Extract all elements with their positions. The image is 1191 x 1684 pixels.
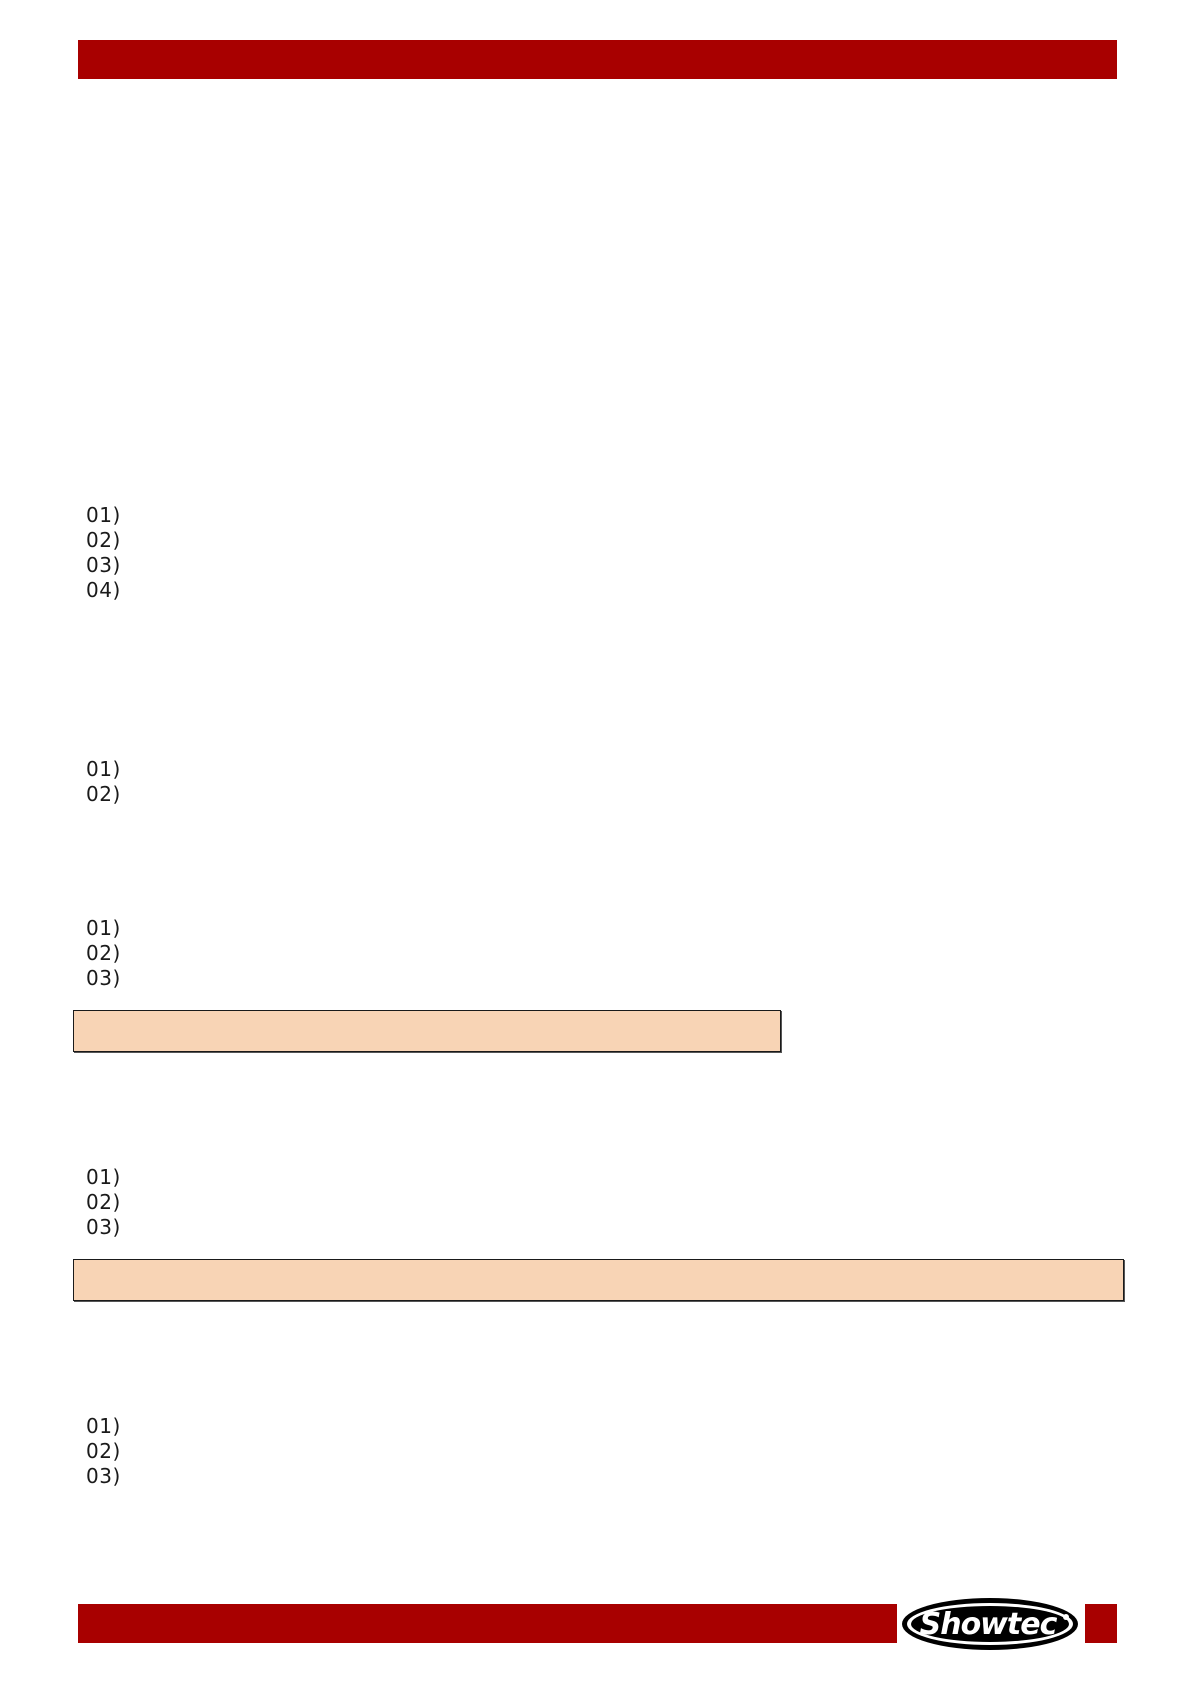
header-bar (78, 40, 1117, 79)
list-item: 01) (86, 1165, 121, 1189)
list-item: 04) (86, 578, 121, 602)
footer-bar-end (1085, 1604, 1117, 1643)
footer-bar (78, 1604, 897, 1643)
list-item: 03) (86, 553, 121, 577)
list-item: 02) (86, 1190, 121, 1214)
note-box-2 (73, 1259, 1124, 1301)
list-item: 01) (86, 503, 121, 527)
list-item: 03) (86, 1464, 121, 1488)
numbered-list-3: 01) 02) 03) (86, 916, 121, 991)
list-item: 01) (86, 1414, 121, 1438)
showtec-logo: Showtec (902, 1598, 1078, 1650)
list-item: 02) (86, 941, 121, 965)
note-box-1 (73, 1010, 781, 1052)
list-item: 03) (86, 966, 121, 990)
list-item: 02) (86, 782, 121, 806)
list-item: 02) (86, 528, 121, 552)
numbered-list-4: 01) 02) 03) (86, 1165, 121, 1240)
numbered-list-5: 01) 02) 03) (86, 1414, 121, 1489)
numbered-list-1: 01) 02) 03) 04) (86, 503, 121, 603)
list-item: 03) (86, 1215, 121, 1239)
svg-text:Showtec: Showtec (920, 1607, 1058, 1642)
list-item: 01) (86, 916, 121, 940)
numbered-list-2: 01) 02) (86, 757, 121, 807)
list-item: 01) (86, 757, 121, 781)
list-item: 02) (86, 1439, 121, 1463)
